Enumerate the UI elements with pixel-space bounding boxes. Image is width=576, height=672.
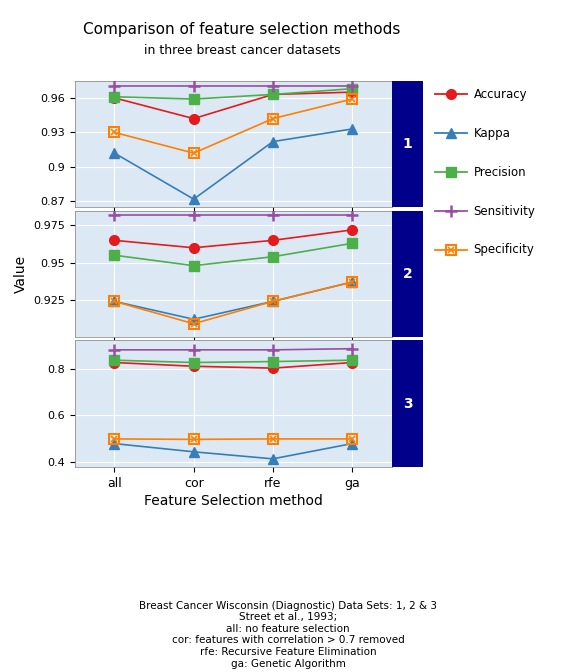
Text: 2: 2: [403, 267, 412, 281]
Text: in three breast cancer datasets: in three breast cancer datasets: [143, 44, 340, 57]
Text: Comparison of feature selection methods: Comparison of feature selection methods: [84, 22, 400, 37]
Text: Kappa: Kappa: [473, 126, 510, 140]
Y-axis label: Value: Value: [14, 255, 28, 293]
X-axis label: Feature Selection method: Feature Selection method: [144, 494, 323, 508]
Text: Accuracy: Accuracy: [473, 87, 527, 101]
Text: Sensitivity: Sensitivity: [473, 204, 535, 218]
Text: 1: 1: [403, 137, 412, 151]
Text: 3: 3: [403, 396, 412, 411]
Text: Precision: Precision: [473, 165, 526, 179]
Text: Breast Cancer Wisconsin (Diagnostic) Data Sets: 1, 2 & 3
Street et al., 1993;
al: Breast Cancer Wisconsin (Diagnostic) Dat…: [139, 601, 437, 669]
Text: Specificity: Specificity: [473, 243, 535, 257]
